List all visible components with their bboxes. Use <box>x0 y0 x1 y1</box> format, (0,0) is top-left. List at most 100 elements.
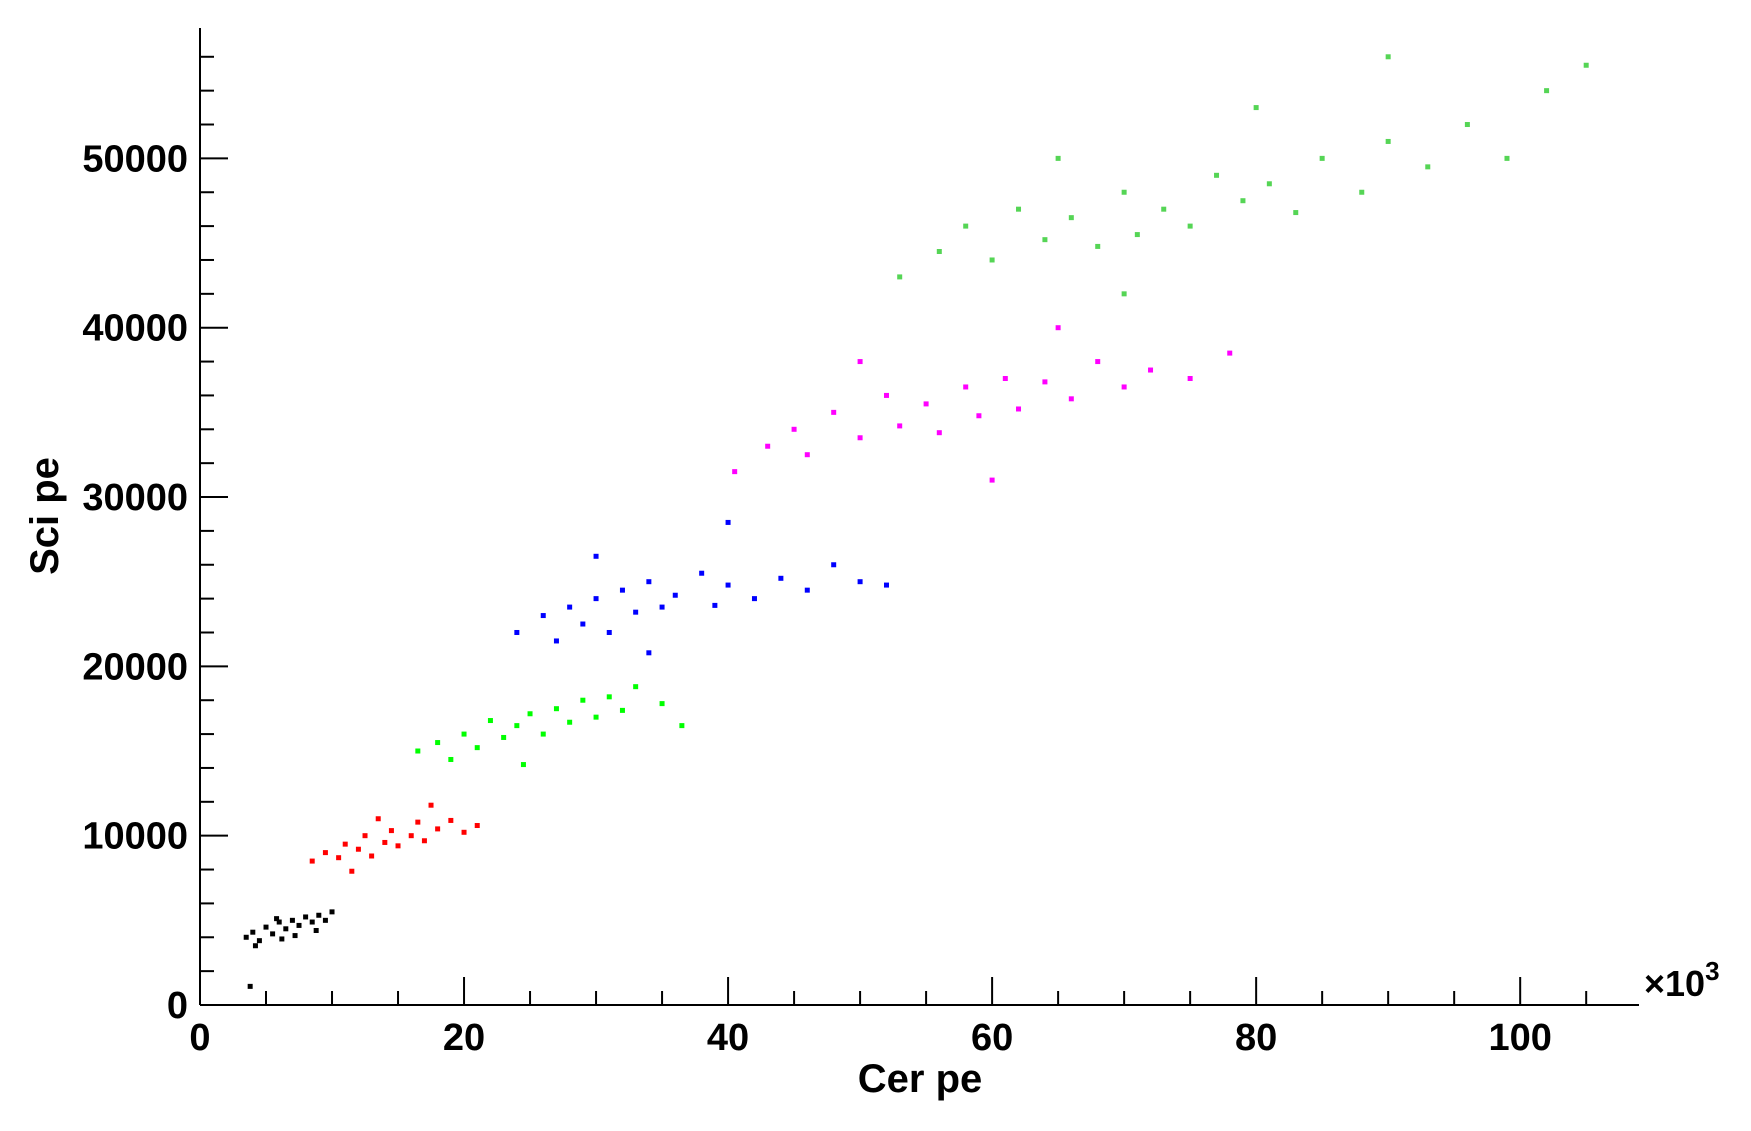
scatter-point <box>1016 406 1022 412</box>
x-multiplier-exponent: 3 <box>1705 956 1719 986</box>
scatter-point <box>289 917 295 923</box>
scatter-point <box>1227 350 1233 356</box>
scatter-point <box>679 723 685 729</box>
scatter-point <box>831 409 837 415</box>
scatter-point <box>963 384 969 390</box>
scatter-point <box>1359 189 1365 195</box>
scatter-point <box>270 931 276 937</box>
scatter-point <box>448 756 454 762</box>
scatter-point <box>857 359 863 365</box>
x-multiplier: ×103 <box>1644 956 1720 1004</box>
scatter-point <box>375 816 381 822</box>
scatter-point <box>388 828 394 834</box>
y-tick-label: 20000 <box>82 646 188 688</box>
scatter-point <box>435 826 441 832</box>
scatter-point <box>313 927 319 933</box>
scatter-point <box>1121 189 1127 195</box>
scatter-point <box>672 592 678 598</box>
scatter-point <box>329 909 335 915</box>
x-tick-label: 0 <box>189 1017 210 1059</box>
scatter-point <box>303 914 309 920</box>
y-axis-title: Sci pe <box>23 457 67 575</box>
scatter-point <box>1016 206 1022 212</box>
x-tick-label: 100 <box>1488 1017 1551 1059</box>
scatter-point <box>276 919 282 925</box>
scatter-point <box>415 819 421 825</box>
scatter-point <box>897 274 903 280</box>
scatter-point <box>593 596 599 602</box>
scatter-point <box>659 604 665 610</box>
scatter-point <box>408 833 414 839</box>
scatter-point <box>322 917 328 923</box>
scatter-point <box>448 817 454 823</box>
scatter-point <box>976 413 982 419</box>
scatter-point <box>1055 155 1061 161</box>
x-tick-label: 20 <box>443 1017 485 1059</box>
scatter-point <box>435 740 441 746</box>
scatter-point <box>487 718 493 724</box>
scatter-point <box>527 711 533 717</box>
scatter-point <box>1253 105 1259 111</box>
scatter-point <box>382 839 388 845</box>
scatter-point <box>322 850 328 856</box>
scatter-point <box>659 701 665 707</box>
scatter-point <box>355 846 361 852</box>
scatter-point <box>646 579 652 585</box>
scatter-point <box>1187 376 1193 382</box>
scatter-point <box>989 257 995 263</box>
scatter-point <box>778 575 784 581</box>
x-tick-label: 80 <box>1235 1017 1277 1059</box>
scatter-point <box>247 983 253 989</box>
scatter-point <box>619 587 625 593</box>
scatter-point <box>292 933 298 939</box>
scatter-point <box>699 570 705 576</box>
scatter-point <box>883 582 889 588</box>
scatter-point <box>243 934 249 940</box>
scatter-point <box>296 922 302 928</box>
x-multiplier-base: ×10 <box>1644 963 1705 1004</box>
scatter-point <box>553 706 559 712</box>
scatter-point <box>421 838 427 844</box>
scatter-point <box>514 629 520 635</box>
scatter-point <box>1266 181 1272 187</box>
scatter-point <box>619 707 625 713</box>
x-axis-title: Cer pe <box>858 1057 983 1101</box>
scatter-point <box>474 745 480 751</box>
scatter-point <box>349 868 355 874</box>
scatter-point <box>1042 237 1048 243</box>
scatter-point <box>1187 223 1193 229</box>
scatter-point <box>1095 243 1101 249</box>
scatter-point <box>633 609 639 615</box>
scatter-point <box>369 853 375 859</box>
scatter-point <box>415 748 421 754</box>
scatter-point <box>250 929 256 935</box>
scatter-point <box>461 829 467 835</box>
scatter-point <box>1121 384 1127 390</box>
scatter-point <box>1148 367 1154 373</box>
scatter-point <box>1544 88 1550 94</box>
scatter-point <box>263 924 269 930</box>
scatter-point <box>606 694 612 700</box>
scatter-point <box>1583 62 1589 68</box>
scatter-point <box>593 714 599 720</box>
scatter-point <box>1161 206 1167 212</box>
y-tick-label: 50000 <box>82 138 188 180</box>
scatter-point <box>936 249 942 255</box>
scatter-point <box>274 916 280 922</box>
scatter-point <box>791 426 797 432</box>
scatter-point <box>751 596 757 602</box>
scatter-point <box>857 579 863 585</box>
scatter-point <box>540 731 546 737</box>
scatter-point <box>1240 198 1246 204</box>
scatter-point <box>1464 122 1470 128</box>
scatter-point <box>1055 325 1061 331</box>
scatter-point <box>923 401 929 407</box>
scatter-point <box>593 553 599 559</box>
scatter-point <box>1134 232 1140 238</box>
scatter-point <box>1121 291 1127 297</box>
scatter-point <box>712 602 718 608</box>
scatter-point <box>1042 379 1048 385</box>
y-tick-label: 10000 <box>82 816 188 858</box>
